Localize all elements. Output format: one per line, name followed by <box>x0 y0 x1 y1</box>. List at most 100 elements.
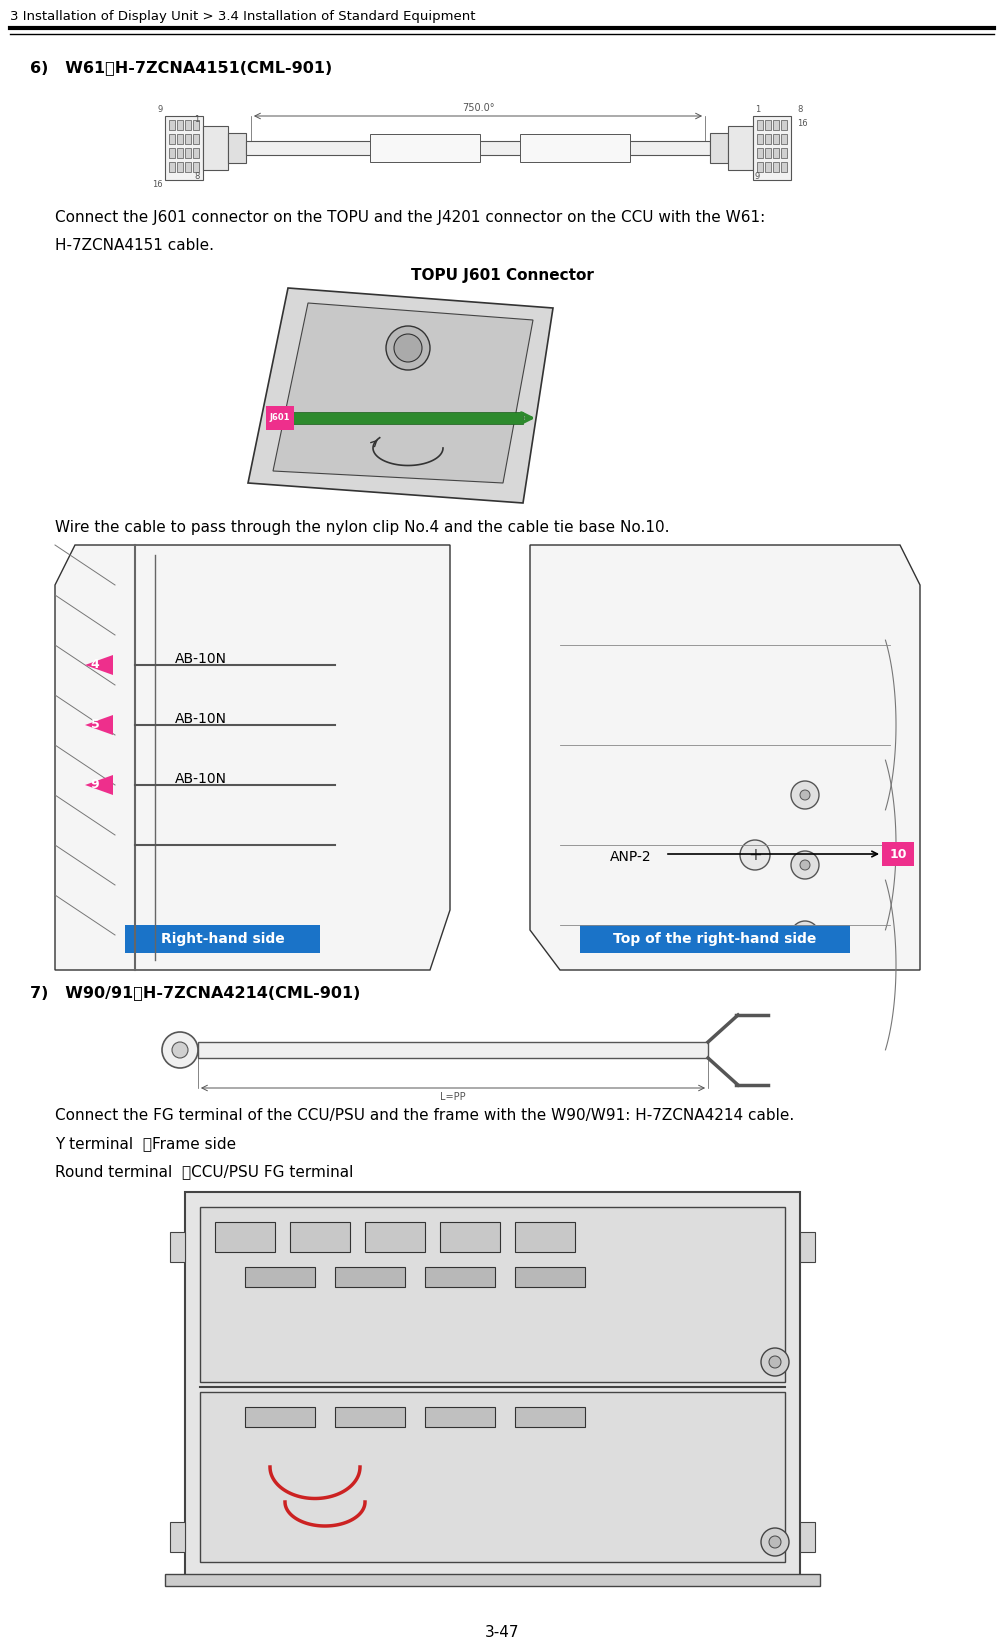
Circle shape <box>739 840 769 870</box>
Text: 9: 9 <box>754 172 759 182</box>
Circle shape <box>790 852 818 880</box>
Bar <box>780 120 786 129</box>
Bar <box>200 1392 784 1563</box>
Bar <box>756 147 762 157</box>
Bar <box>772 120 778 129</box>
Text: Wire the cable to pass through the nylon clip No.4 and the cable tie base No.10.: Wire the cable to pass through the nylon… <box>55 519 669 536</box>
Circle shape <box>172 1042 188 1058</box>
Bar <box>177 134 183 144</box>
Text: AB-10N: AB-10N <box>175 771 227 786</box>
Bar <box>799 1522 814 1551</box>
Bar <box>245 1407 315 1427</box>
Polygon shape <box>85 775 113 794</box>
Bar <box>335 1268 404 1287</box>
Bar <box>198 1042 707 1058</box>
Bar <box>193 120 199 129</box>
Bar <box>756 120 762 129</box>
Bar <box>185 120 191 129</box>
Circle shape <box>768 1536 780 1548</box>
Bar <box>203 126 228 170</box>
Bar <box>169 147 175 157</box>
Text: 8: 8 <box>796 105 801 115</box>
Text: 6)   W61：H-7ZCNA4151(CML-901): 6) W61：H-7ZCNA4151(CML-901) <box>30 61 332 75</box>
Bar <box>772 162 778 172</box>
Text: H-7ZCNA4151 cable.: H-7ZCNA4151 cable. <box>55 238 214 252</box>
Circle shape <box>768 1356 780 1368</box>
Bar <box>764 134 770 144</box>
Polygon shape <box>530 545 919 970</box>
Text: Right-hand side: Right-hand side <box>160 932 284 947</box>
Bar <box>177 162 183 172</box>
Text: Round terminal  ：CCU/PSU FG terminal: Round terminal ：CCU/PSU FG terminal <box>55 1165 353 1179</box>
Text: Top of the right-hand side: Top of the right-hand side <box>613 932 815 947</box>
Bar <box>709 133 727 164</box>
Bar <box>772 147 778 157</box>
Bar <box>520 134 629 162</box>
Text: 10: 10 <box>889 847 906 860</box>
Bar <box>752 116 790 180</box>
Bar <box>169 120 175 129</box>
Circle shape <box>393 334 421 362</box>
Text: Connect the FG terminal of the CCU/PSU and the frame with the W90/W91: H-7ZCNA42: Connect the FG terminal of the CCU/PSU a… <box>55 1107 793 1124</box>
Bar <box>515 1407 585 1427</box>
Bar <box>439 1222 499 1251</box>
Bar <box>185 134 191 144</box>
Bar <box>246 141 709 156</box>
Bar <box>193 162 199 172</box>
Bar <box>772 134 778 144</box>
Bar <box>164 116 203 180</box>
Text: Connect the J601 connector on the TOPU and the J4201 connector on the CCU with t: Connect the J601 connector on the TOPU a… <box>55 210 764 224</box>
Text: AB-10N: AB-10N <box>175 652 227 667</box>
Text: 3 Installation of Display Unit > 3.4 Installation of Standard Equipment: 3 Installation of Display Unit > 3.4 Ins… <box>10 10 475 23</box>
Bar <box>365 1222 424 1251</box>
Text: 9: 9 <box>157 105 162 115</box>
Bar <box>185 147 191 157</box>
Bar <box>193 147 199 157</box>
Bar <box>580 925 850 953</box>
Circle shape <box>760 1528 788 1556</box>
Bar <box>424 1268 494 1287</box>
Text: 8: 8 <box>195 172 200 182</box>
Polygon shape <box>273 303 533 483</box>
Text: 1: 1 <box>754 105 759 115</box>
Text: 4: 4 <box>90 658 99 672</box>
Bar <box>185 162 191 172</box>
Bar <box>515 1268 585 1287</box>
Text: ANP-2: ANP-2 <box>610 850 651 863</box>
Bar <box>290 1222 350 1251</box>
Bar <box>764 147 770 157</box>
Bar <box>245 1268 315 1287</box>
Circle shape <box>799 860 809 870</box>
Polygon shape <box>85 716 113 735</box>
Text: 1: 1 <box>195 115 200 124</box>
Bar <box>764 162 770 172</box>
Bar <box>185 1192 799 1582</box>
Circle shape <box>385 326 429 370</box>
Bar <box>756 134 762 144</box>
Text: 5: 5 <box>90 719 99 732</box>
Bar <box>780 134 786 144</box>
Bar <box>177 120 183 129</box>
Text: 750.0°: 750.0° <box>461 103 493 113</box>
Circle shape <box>161 1032 198 1068</box>
Circle shape <box>790 781 818 809</box>
Bar <box>881 842 913 867</box>
Bar <box>424 1407 494 1427</box>
Bar <box>164 1574 819 1586</box>
Bar <box>228 133 246 164</box>
Text: 7)   W90/91：H-7ZCNA4214(CML-901): 7) W90/91：H-7ZCNA4214(CML-901) <box>30 984 360 1001</box>
Bar <box>193 134 199 144</box>
Bar <box>170 1232 185 1261</box>
Bar <box>266 406 294 431</box>
Circle shape <box>790 921 818 948</box>
Text: AB-10N: AB-10N <box>175 713 227 726</box>
Text: 9: 9 <box>90 778 99 791</box>
Bar <box>169 162 175 172</box>
Bar <box>780 147 786 157</box>
Bar <box>756 162 762 172</box>
Bar <box>370 134 479 162</box>
Bar <box>515 1222 575 1251</box>
Bar <box>780 162 786 172</box>
Polygon shape <box>85 655 113 675</box>
Text: TOPU J601 Connector: TOPU J601 Connector <box>410 269 593 283</box>
